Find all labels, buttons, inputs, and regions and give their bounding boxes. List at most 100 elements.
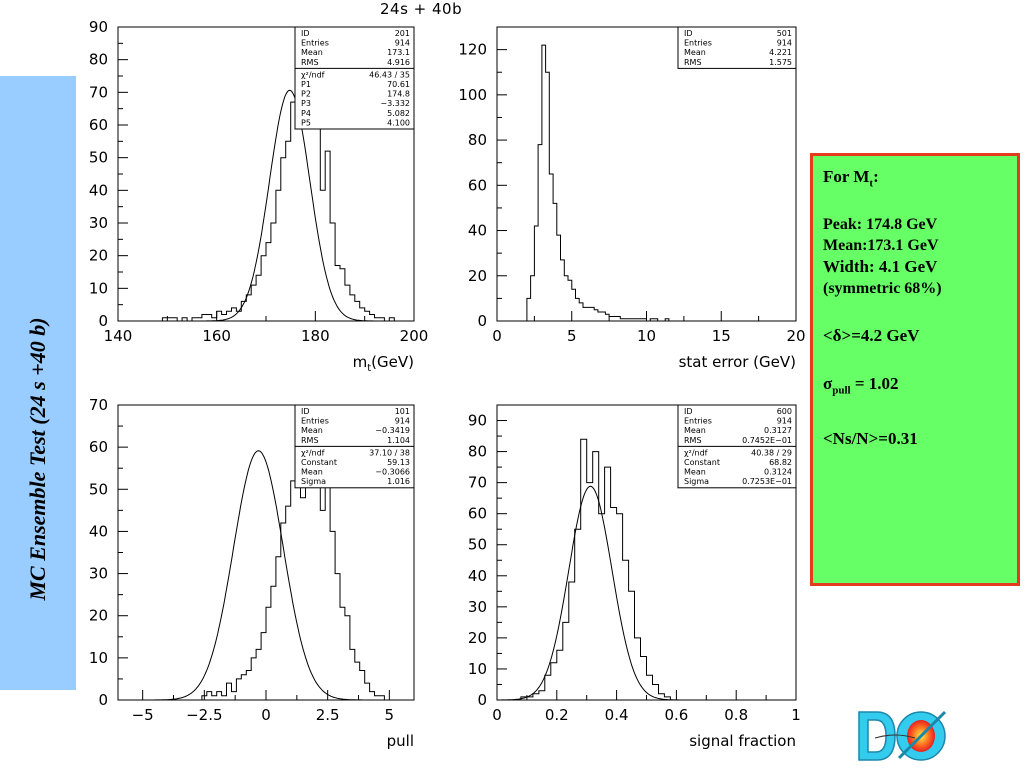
x-axis-label: mt(GeV) xyxy=(353,353,414,374)
x-tick-label: 160 xyxy=(202,327,231,345)
stats-box xyxy=(677,26,797,69)
fit-stats-value: 174.8 xyxy=(387,90,410,99)
summary-heading: For Mt: xyxy=(823,167,879,190)
fit-stats-label: Mean xyxy=(301,468,323,477)
y-tick-label: 120 xyxy=(458,41,487,59)
summary-delta: <δ>=4.2 GeV xyxy=(823,326,920,346)
y-tick-label: 20 xyxy=(468,267,487,285)
summary-ns-n: <Ns/N>=0.31 xyxy=(823,428,918,448)
stats-label: Entries xyxy=(301,39,329,48)
x-tick-label: 0 xyxy=(261,706,271,724)
x-axis-label: stat error (GeV) xyxy=(679,353,796,371)
histogram-h600: 0 10 20 30 40 50 60 70 80 90 0 0.2 0.4 0.6 0.8 1 signal … xyxy=(468,404,801,750)
x-tick-label: 1 xyxy=(791,706,801,724)
y-tick-label: 20 xyxy=(468,629,487,647)
fit-stats-value: 59.13 xyxy=(387,458,410,467)
stats-label: ID xyxy=(684,29,693,38)
y-tick-label: 0 xyxy=(98,691,108,709)
y-tick-label: 60 xyxy=(89,438,108,456)
y-tick-label: 60 xyxy=(89,116,108,134)
fit-stats-label: P1 xyxy=(301,80,311,89)
y-tick-label: 30 xyxy=(89,565,108,583)
y-tick-label: 10 xyxy=(89,279,108,297)
x-tick-label: 180 xyxy=(301,327,330,345)
stats-value: 914 xyxy=(777,417,792,426)
stats-value: 173.1 xyxy=(387,48,410,57)
histogram-h101: 0 10 20 30 40 50 60 70 −5 −2.5 0 2.5 5 pull ID 101 Entri… xyxy=(89,396,415,750)
stats-label: RMS xyxy=(301,436,319,445)
x-tick-label: 5 xyxy=(567,327,577,345)
y-tick-label: 0 xyxy=(98,312,108,330)
stats-label: RMS xyxy=(684,436,702,445)
fit-stats-value: 68.82 xyxy=(769,458,792,467)
y-tick-label: 0 xyxy=(477,312,487,330)
figure-title: 24s + 40b xyxy=(380,0,463,18)
x-tick-label: 0.6 xyxy=(664,706,688,724)
y-tick-label: 30 xyxy=(468,598,487,616)
y-tick-label: 50 xyxy=(89,149,108,167)
summary-sigma-pull: σpull = 1.02 xyxy=(823,374,899,397)
stats-value: 0.3127 xyxy=(764,426,792,435)
x-tick-label: 10 xyxy=(637,327,656,345)
stats-value: 201 xyxy=(395,29,410,38)
y-tick-label: 70 xyxy=(89,83,108,101)
fit-stats-value: 0.7253E−01 xyxy=(742,477,792,486)
fit-stats-value: −0.3066 xyxy=(375,468,410,477)
y-tick-label: 90 xyxy=(468,412,487,430)
y-tick-label: 40 xyxy=(89,522,108,540)
x-tick-label: 5 xyxy=(385,706,395,724)
stats-label: ID xyxy=(684,407,693,416)
stats-label: ID xyxy=(301,407,310,416)
summary-mean: Mean:173.1 GeV xyxy=(823,237,939,255)
fit-stats-label: Constant xyxy=(301,458,337,467)
y-tick-label: 50 xyxy=(89,480,108,498)
stats-value: 0.7452E−01 xyxy=(742,436,792,445)
stats-value: −0.3419 xyxy=(375,426,410,435)
fit-stats-value: 37.10 / 38 xyxy=(369,448,410,457)
stats-label: ID xyxy=(301,29,310,38)
y-tick-label: 90 xyxy=(89,18,108,36)
fit-stats-label: Constant xyxy=(684,458,720,467)
y-tick-label: 50 xyxy=(468,536,487,554)
fit-stats-value: 4.100 xyxy=(387,118,410,127)
y-tick-label: 80 xyxy=(89,51,108,69)
x-tick-label: 140 xyxy=(104,327,133,345)
fit-stats-value: 40.38 / 29 xyxy=(751,448,792,457)
y-tick-label: 10 xyxy=(89,649,108,667)
fit-stats-label: P3 xyxy=(301,99,311,108)
stats-value: 101 xyxy=(395,407,410,416)
stats-label: Entries xyxy=(301,417,329,426)
x-tick-label: 0 xyxy=(492,706,502,724)
x-axis-label: signal fraction xyxy=(689,732,796,750)
histogram-bars xyxy=(497,44,796,322)
y-tick-label: 40 xyxy=(89,181,108,199)
x-tick-label: 15 xyxy=(712,327,731,345)
fit-stats-label: Mean xyxy=(684,468,706,477)
stats-label: Mean xyxy=(684,426,706,435)
histogram-bars xyxy=(118,42,414,322)
y-tick-label: 20 xyxy=(89,607,108,625)
summary-box: For Mt: Peak: 174.8 GeV Mean:173.1 GeV W… xyxy=(810,153,1020,586)
stats-box xyxy=(294,26,415,130)
stats-value: 501 xyxy=(777,29,792,38)
y-tick-label: 40 xyxy=(468,222,487,240)
fit-stats-value: 5.082 xyxy=(387,109,410,118)
stats-label: Mean xyxy=(301,48,323,57)
x-tick-label: −2.5 xyxy=(186,706,222,724)
y-tick-label: 100 xyxy=(458,86,487,104)
stats-value: 4.916 xyxy=(387,58,410,67)
stats-label: Mean xyxy=(301,426,323,435)
y-tick-label: 10 xyxy=(468,660,487,678)
fit-stats-value: −3.332 xyxy=(380,99,410,108)
stats-value: 1.575 xyxy=(769,58,792,67)
fit-stats-value: 0.3124 xyxy=(764,468,792,477)
fit-stats-label: χ²/ndf xyxy=(301,70,325,79)
fit-stats-label: P4 xyxy=(301,109,311,118)
x-tick-label: 20 xyxy=(786,327,805,345)
x-tick-label: −5 xyxy=(132,706,154,724)
y-tick-label: 20 xyxy=(89,247,108,265)
histogram-h501: 0 20 40 60 80 100 120 0 5 10 15 20 stat error (GeV) I… xyxy=(458,26,805,371)
y-tick-label: 60 xyxy=(468,176,487,194)
fit-curve xyxy=(118,450,414,701)
